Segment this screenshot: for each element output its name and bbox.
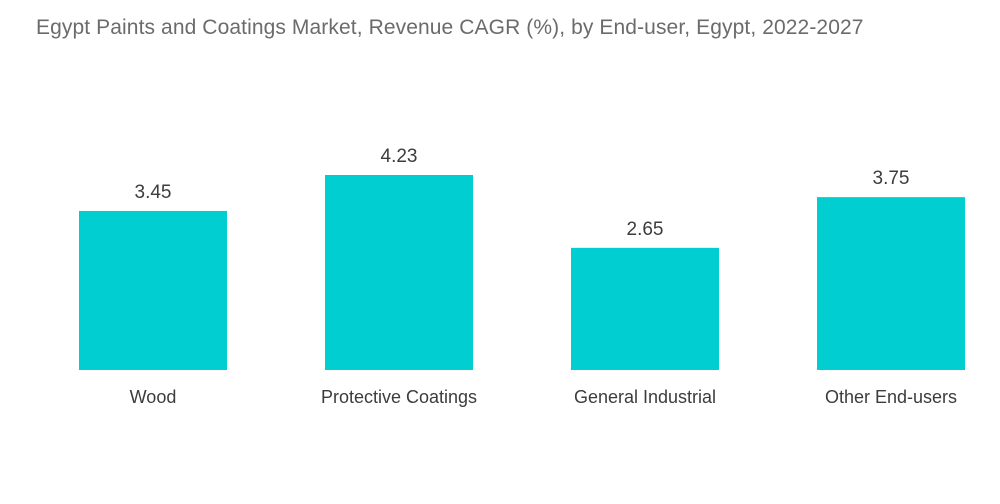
chart-title: Egypt Paints and Coatings Market, Revenu… [36, 16, 864, 39]
bar-other-end-users [817, 197, 965, 370]
category-label: General Industrial [574, 387, 716, 407]
category-label: Protective Coatings [321, 387, 477, 407]
bars-layer [79, 175, 965, 370]
data-label: 3.45 [135, 182, 172, 203]
category-label: Wood [130, 387, 177, 407]
bar-wood [79, 210, 227, 370]
category-labels-layer: Wood Protective Coatings General Industria… [130, 387, 957, 407]
value-labels-layer: 3.45 4.23 2.65 3.75 [135, 146, 910, 240]
bar-general-industrial [571, 247, 719, 370]
data-label: 2.65 [627, 219, 664, 240]
data-label: 3.75 [873, 168, 910, 189]
category-label: Other End-users [825, 387, 957, 407]
data-label: 4.23 [381, 146, 418, 167]
bar-protective-coatings [325, 175, 473, 370]
